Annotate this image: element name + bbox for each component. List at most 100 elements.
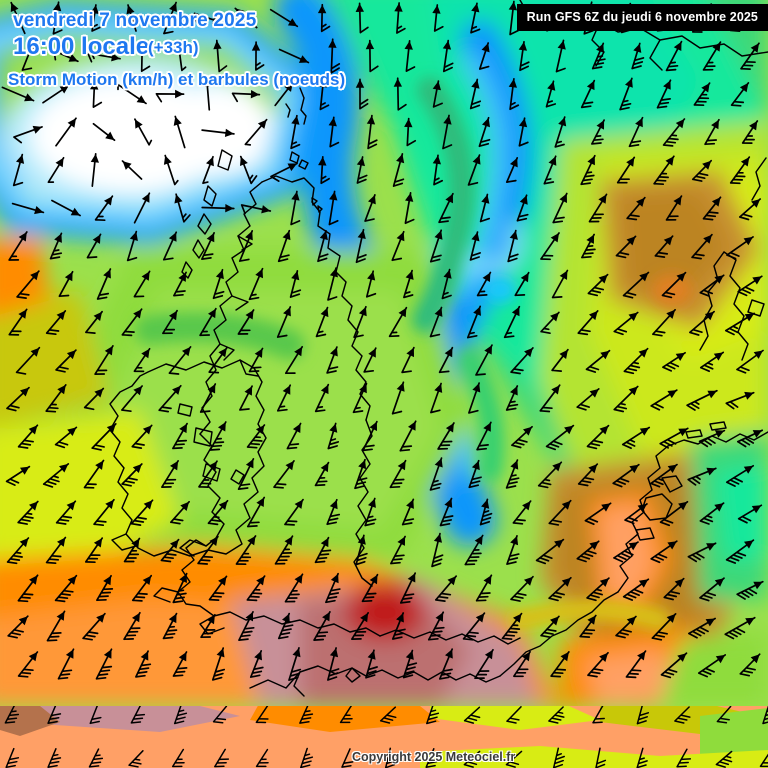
- wind-arrow-head: [550, 312, 559, 322]
- wind-arrow-head: [639, 427, 650, 436]
- wind-arrow-head: [59, 463, 69, 473]
- wind-barb-arrow: [625, 650, 647, 679]
- wind-arrow-head: [586, 234, 595, 244]
- legend-decorative-barb: [595, 747, 607, 768]
- wind-arrow-head: [206, 232, 215, 243]
- wind-arrow-head: [172, 385, 181, 395]
- wind-arrow-head: [676, 272, 686, 282]
- wind-arrow-head: [173, 116, 182, 126]
- wind-barb-arrow: [49, 232, 63, 260]
- wind-arrow-head: [433, 533, 442, 543]
- wind-barb-arrow: [123, 537, 141, 563]
- wind-barb-arrow: [659, 427, 689, 449]
- wind-barb-arrow: [622, 578, 650, 601]
- wind-arrow-head: [628, 312, 638, 322]
- wind-arrow-head: [714, 275, 724, 284]
- weather-map-canvas[interactable]: vendredi 7 novembre 2025 16:00 locale (+…: [0, 0, 768, 706]
- wind-arrow-head: [170, 460, 179, 471]
- wind-arrow-head: [355, 79, 365, 88]
- wind-barb-arrow: [724, 312, 756, 336]
- wind-arrow-head: [320, 537, 329, 548]
- wind-arrow-head: [406, 347, 414, 358]
- wind-barb-arrow: [207, 499, 229, 526]
- legend-decorative-barb: [552, 747, 565, 768]
- wind-barb-arrow: [17, 574, 39, 603]
- wind-barb-arrow: [587, 651, 609, 678]
- wind-arrow-head: [30, 347, 40, 357]
- wind-barb-arrow: [55, 500, 77, 525]
- wind-arrow-head: [471, 79, 480, 89]
- legend-decorative-barb: [636, 747, 648, 768]
- wind-barb-arrow: [737, 275, 763, 297]
- wind-barb-arrow: [284, 573, 304, 603]
- wind-arrow-head: [90, 80, 99, 90]
- wind-arrow-head: [67, 118, 76, 128]
- wind-arrow-head: [322, 611, 330, 622]
- legend-decorative-barb: [341, 748, 354, 768]
- wind-arrow-head: [103, 269, 111, 279]
- wind-arrow-head: [254, 650, 262, 661]
- wind-arrow-head: [67, 427, 77, 436]
- wind-arrow-head: [10, 2, 19, 12]
- wind-arrow-head: [510, 535, 519, 546]
- wind-barb-arrow: [479, 498, 493, 526]
- wind-barb-arrow: [462, 612, 486, 641]
- wind-arrow-head: [666, 613, 676, 623]
- wind-arrow-head: [408, 421, 416, 431]
- wind-arrow-head: [131, 538, 140, 548]
- legend-decorative-barb: [384, 747, 397, 768]
- wind-barb-arrow: [588, 193, 608, 223]
- wind-arrow-head: [443, 269, 452, 279]
- wind-arrow-head: [397, 536, 406, 546]
- wind-arrow-head: [744, 391, 754, 400]
- wind-barb-arrow: [741, 120, 759, 144]
- wind-arrow-head: [598, 274, 608, 284]
- wind-arrow-head: [628, 386, 638, 396]
- wind-barb-arrow: [550, 651, 570, 678]
- wind-arrow-head: [558, 117, 567, 127]
- wind-barb-arrow: [586, 424, 610, 450]
- legend-decorative-barb: [47, 748, 62, 768]
- wind-arrow-head: [16, 154, 25, 164]
- wind-barb-arrow: [135, 650, 152, 678]
- wind-arrow-head: [287, 163, 297, 172]
- wind-arrow-head: [218, 347, 227, 358]
- wind-arrow-head: [522, 501, 531, 511]
- wind-barb-arrow: [513, 650, 531, 678]
- legend-decorative-barb: [425, 748, 438, 768]
- wind-arrow-head: [251, 42, 261, 51]
- wind-arrow-head: [365, 40, 375, 50]
- wind-arrow-head: [218, 500, 228, 510]
- wind-arrow-head: [445, 423, 454, 433]
- storm-motion-field-svg: [0, 0, 768, 706]
- wind-barb-arrow: [364, 497, 377, 527]
- copyright-label: Copyright 2025 Meteociel.fr: [352, 750, 516, 764]
- wind-arrow-head: [626, 157, 635, 167]
- wind-barb-arrow: [130, 499, 154, 526]
- wind-arrow-head: [524, 576, 533, 586]
- wind-arrow-head: [285, 460, 294, 471]
- wind-arrow-head: [282, 385, 291, 395]
- wind-barb-arrow: [739, 653, 761, 677]
- wind-barb-arrow: [613, 541, 639, 563]
- wind-arrow-head: [639, 272, 649, 282]
- wind-arrow-head: [245, 458, 254, 469]
- wind-arrow-head: [356, 157, 365, 167]
- wind-arrow-head: [257, 119, 267, 129]
- wind-barb-arrow: [665, 40, 683, 72]
- wind-arrow-head: [444, 347, 453, 358]
- wind-arrow-head: [523, 426, 533, 436]
- wind-barb-arrow: [84, 537, 104, 564]
- wind-arrow-head: [106, 423, 116, 433]
- wind-barb-arrow: [577, 463, 599, 487]
- wind-arrow-head: [282, 613, 290, 624]
- wind-arrow-head: [67, 575, 77, 585]
- wind-arrow-head: [663, 80, 671, 90]
- parameter-label: Storm Motion (km/h) et barbules (noeuds): [8, 70, 346, 89]
- wind-arrow-head: [20, 387, 29, 397]
- wind-arrow-head: [168, 613, 177, 624]
- wind-arrow-head: [753, 350, 763, 359]
- wind-barb-arrow: [314, 461, 330, 487]
- wind-arrow-head: [404, 40, 413, 50]
- wind-arrow-head: [133, 386, 143, 396]
